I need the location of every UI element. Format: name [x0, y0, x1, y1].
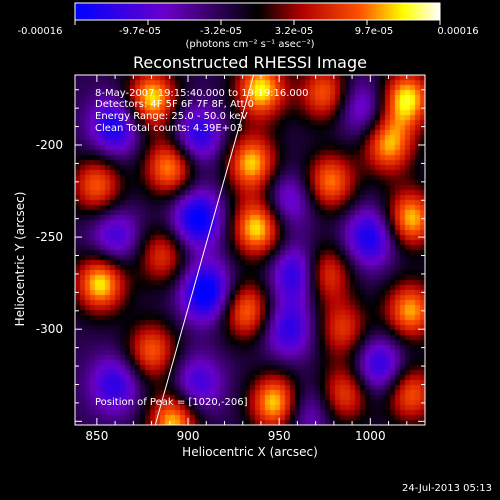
x-tick-label: 850: [85, 429, 109, 443]
peak-position-label: Position of Peak = [1020,-206]: [95, 397, 248, 408]
y-tick-label: -200: [35, 138, 63, 152]
y-axis-label: Heliocentric Y (arcsec): [13, 191, 27, 327]
y-tick-label: -250: [35, 230, 63, 245]
colorbar-tick-label: 9.7e-05: [354, 26, 394, 37]
colorbar: [74, 2, 441, 25]
colorbar-tickmarks: [74, 20, 441, 25]
y-tick-label: -300: [35, 322, 63, 337]
x-tick-label: 900: [176, 429, 200, 443]
colorbar-unit-label: (photons cm⁻² s⁻¹ asec⁻²): [185, 39, 315, 50]
time-range-text: 8-May-2007 19:15:40.000 to 19:19:16.000: [95, 88, 309, 99]
colorbar-tick-label: -0.00016: [17, 26, 63, 37]
x-tick-label: 1000: [355, 429, 386, 443]
energy-range-text: Energy Range: 25.0 - 50.0 keV: [95, 111, 248, 122]
detectors-text: Detectors: 4F 5F 6F 7F 8F, Att 0: [95, 99, 255, 110]
timestamp-footer: 24-Jul-2013 05:13: [401, 483, 492, 494]
x-axis-label: Heliocentric X (arcsec): [182, 445, 318, 459]
chart-title: Reconstructed RHESSI Image: [133, 53, 367, 72]
colorbar-tick-label: -9.7e-05: [119, 26, 161, 37]
colorbar-tick-label: -3.2e-05: [200, 26, 242, 37]
x-tick-label: 950: [267, 429, 291, 443]
colorbar-tick-label: 3.2e-05: [274, 26, 314, 37]
counts-text: Clean Total counts: 4.39E+03: [95, 123, 243, 134]
colorbar-gradient: [74, 2, 441, 21]
colorbar-tick-label: 0.00016: [437, 26, 479, 37]
